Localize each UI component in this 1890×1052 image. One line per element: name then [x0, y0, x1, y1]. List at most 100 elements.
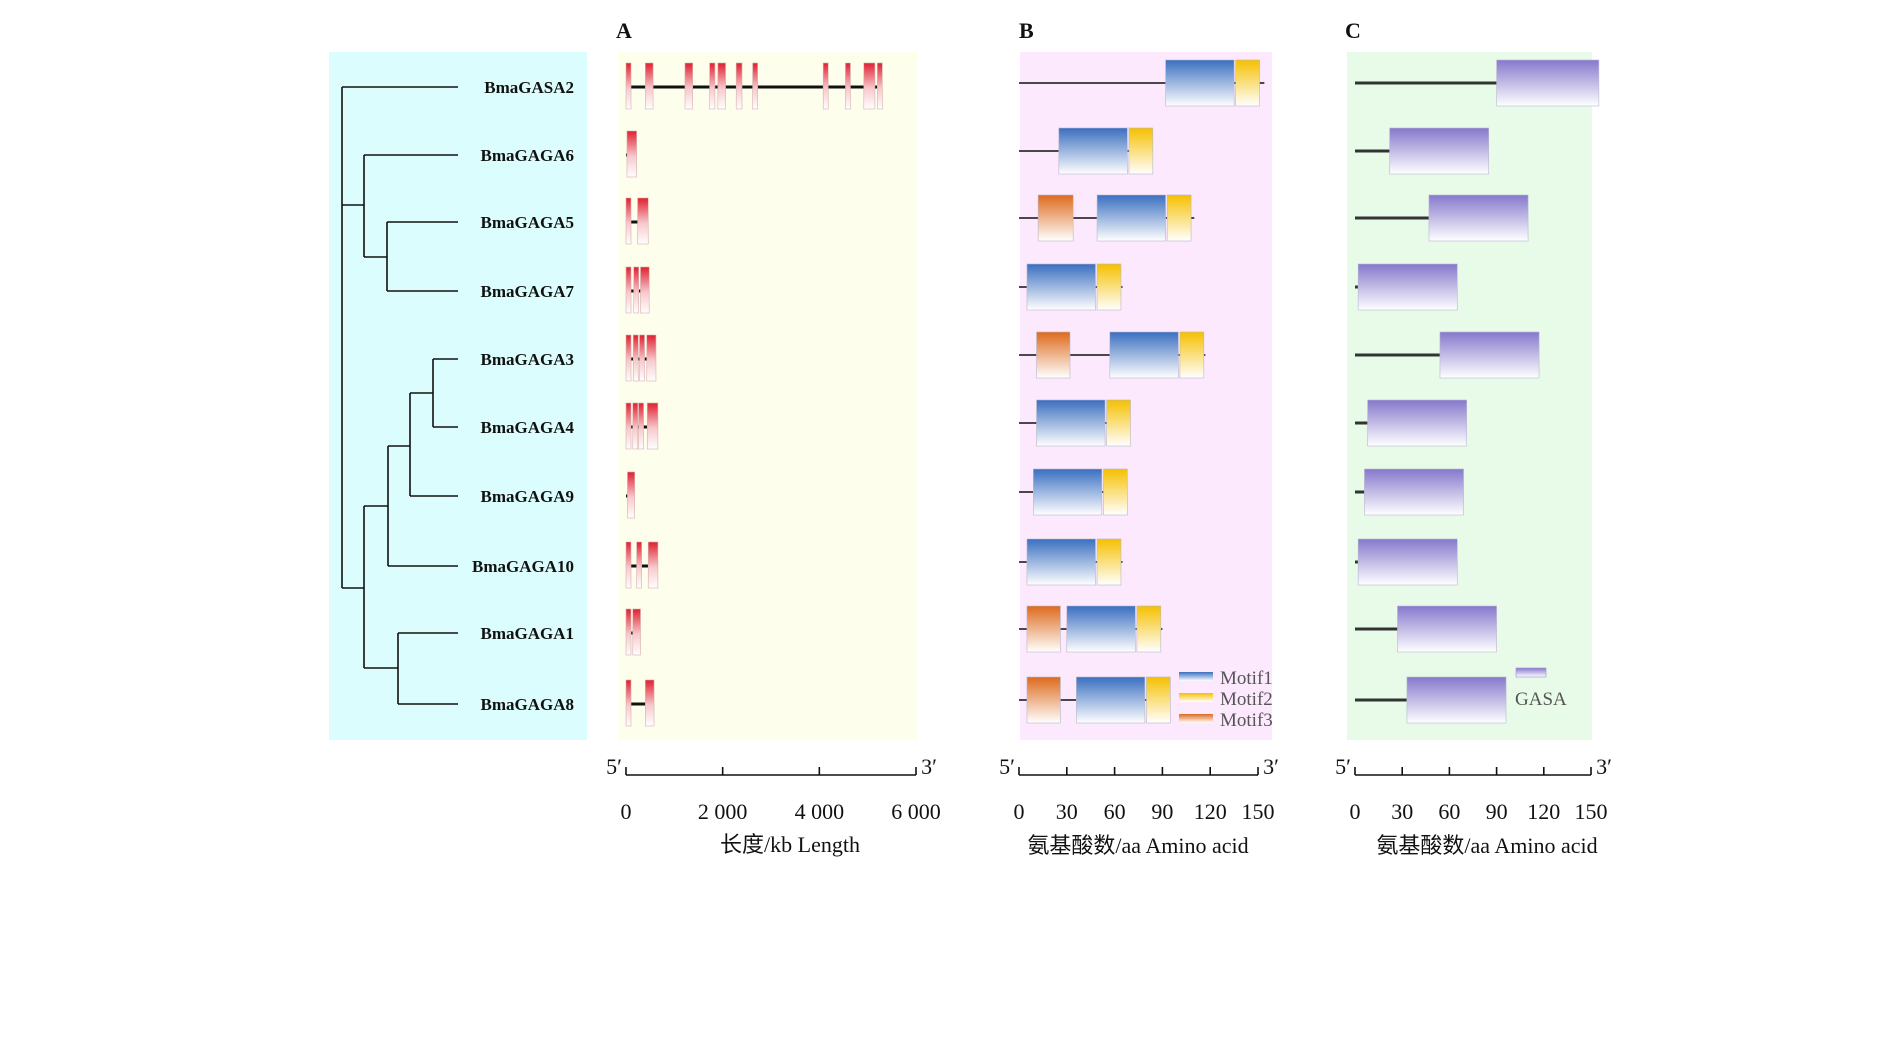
exon-box — [845, 62, 851, 110]
motif-row-bmagaga10 — [1019, 538, 1123, 586]
phylogenetic-tree — [341, 86, 458, 705]
exon-box — [822, 62, 829, 110]
gene-structure-bmagaga4 — [625, 402, 659, 450]
legend-label-gasa: GASA — [1515, 689, 1567, 710]
exon-box — [863, 62, 876, 110]
motif-row-bmagaga9 — [1019, 468, 1128, 516]
motif2-box — [1103, 468, 1128, 516]
gasa-domain-box — [1428, 194, 1529, 242]
motif-row-bmagaga1 — [1019, 605, 1163, 653]
legend-swatch-motif3 — [1179, 714, 1213, 723]
axis-tick-label: 150 — [1242, 799, 1275, 824]
gene-structure-bmagaga10 — [625, 541, 659, 589]
gene-label-bmagaga6: BmaGAGA6 — [481, 146, 575, 165]
legend-swatch-motif2 — [1179, 693, 1213, 702]
exon-box — [626, 130, 637, 178]
axis-tick-label: 4 000 — [795, 799, 845, 824]
panel-b-axis-label: 氨基酸数/aa Amino acid — [1027, 833, 1248, 858]
exon-box — [638, 402, 644, 450]
exon-box — [735, 62, 743, 110]
panel-a-letter: A — [616, 18, 632, 43]
motif1-box — [1058, 127, 1128, 175]
motif1-box — [1165, 59, 1235, 107]
motif-row-bmagaga7 — [1019, 263, 1123, 311]
legend-label-motif3: Motif3 — [1220, 710, 1273, 731]
axis-tick-label: 30 — [1391, 799, 1413, 824]
motif-rows — [1019, 59, 1265, 724]
legend-label-motif1: Motif1 — [1220, 668, 1273, 689]
five-prime-label: 5′ — [606, 754, 622, 779]
panel-c-axis: 0 30 60 90 120 150 5′ 3′ — [1335, 754, 1612, 824]
motif1-box — [1036, 399, 1106, 447]
exon-box — [625, 334, 632, 382]
motif2-box — [1235, 59, 1260, 107]
gasa-row-bmagaga1 — [1355, 605, 1497, 653]
gene-label-bmagasa2: BmaGASA2 — [484, 78, 574, 97]
axis-tick-label: 120 — [1527, 799, 1560, 824]
panel-b-letter: B — [1019, 18, 1034, 43]
panel-c-letter: C — [1345, 18, 1361, 43]
gene-label-bmagaga10: BmaGAGA10 — [472, 557, 574, 576]
gene-label-bmagaga7: BmaGAGA7 — [481, 282, 575, 301]
gasa-row-bmagaga8 — [1355, 676, 1507, 724]
gene-label-bmagaga4: BmaGAGA4 — [481, 418, 575, 437]
motif1-box — [1026, 538, 1096, 586]
gene-label-bmagaga5: BmaGAGA5 — [481, 213, 575, 232]
axis-tick-label: 90 — [1151, 799, 1173, 824]
motif3-box — [1026, 676, 1061, 724]
three-prime-label: 3′ — [1596, 754, 1612, 779]
exon-box — [632, 608, 641, 656]
figure-canvas: A B C BmaGASA2 BmaGAGA6 BmaGAGA5 BmaGAGA7 Bm… — [170, 0, 1720, 1048]
three-prime-label: 3′ — [1263, 754, 1279, 779]
motif2-box — [1166, 194, 1192, 242]
axis-tick-label: 0 — [1350, 799, 1361, 824]
panel-a-axis-label: 长度/kb Length — [720, 832, 860, 857]
exon-box — [627, 471, 636, 519]
motif3-box — [1026, 605, 1061, 653]
motif-row-bmagaga3 — [1019, 331, 1206, 379]
gasa-row-bmagaga9 — [1355, 468, 1464, 516]
gene-structure-bmagaga5 — [625, 197, 649, 245]
axis-tick-label: 0 — [1014, 799, 1025, 824]
gasa-row-bmagaga3 — [1355, 331, 1540, 379]
exon-box — [752, 62, 758, 110]
exon-box — [709, 62, 716, 110]
motif2-box — [1146, 676, 1171, 724]
gene-label-bmagaga1: BmaGAGA1 — [481, 624, 575, 643]
motif2-box — [1179, 331, 1205, 379]
motif-row-bmagaga8 — [1019, 676, 1171, 724]
panel-a-background — [618, 52, 918, 740]
gasa-domain-box — [1439, 331, 1540, 379]
motif-row-bmagasa2 — [1019, 59, 1265, 107]
legend-swatch-motif1 — [1179, 672, 1213, 681]
axis-tick-label: 150 — [1575, 799, 1608, 824]
gasa-row-bmagaga5 — [1355, 194, 1529, 242]
gasa-row-bmagaga6 — [1355, 127, 1490, 175]
exon-box — [625, 266, 632, 314]
gene-labels: BmaGASA2 BmaGAGA6 BmaGAGA5 BmaGAGA7 BmaGAGA3… — [472, 78, 575, 714]
exon-box — [877, 62, 883, 110]
axis-tick-label: 0 — [621, 799, 632, 824]
motif-row-bmagaga6 — [1019, 127, 1154, 175]
motif1-box — [1033, 468, 1103, 516]
exon-box — [640, 266, 650, 314]
gasa-row-bmagasa2 — [1355, 59, 1600, 107]
legend-label-motif2: Motif2 — [1220, 689, 1273, 710]
motif3-box — [1037, 194, 1074, 242]
motif2-box — [1106, 399, 1131, 447]
exon-box — [625, 402, 632, 450]
axis-tick-label: 2 000 — [698, 799, 748, 824]
gasa-domain-box — [1357, 538, 1458, 586]
axis-tick-label: 60 — [1104, 799, 1126, 824]
exon-box — [633, 266, 640, 314]
axis-tick-label: 6 000 — [891, 799, 941, 824]
five-prime-label: 5′ — [1335, 754, 1351, 779]
gene-label-bmagaga9: BmaGAGA9 — [481, 487, 575, 506]
gasa-row-bmagaga7 — [1355, 263, 1458, 311]
exon-box — [632, 334, 639, 382]
motif1-box — [1076, 676, 1146, 724]
gene-label-bmagaga8: BmaGAGA8 — [481, 695, 575, 714]
five-prime-label: 5′ — [999, 754, 1015, 779]
gene-structure-bmagaga9 — [626, 471, 636, 519]
